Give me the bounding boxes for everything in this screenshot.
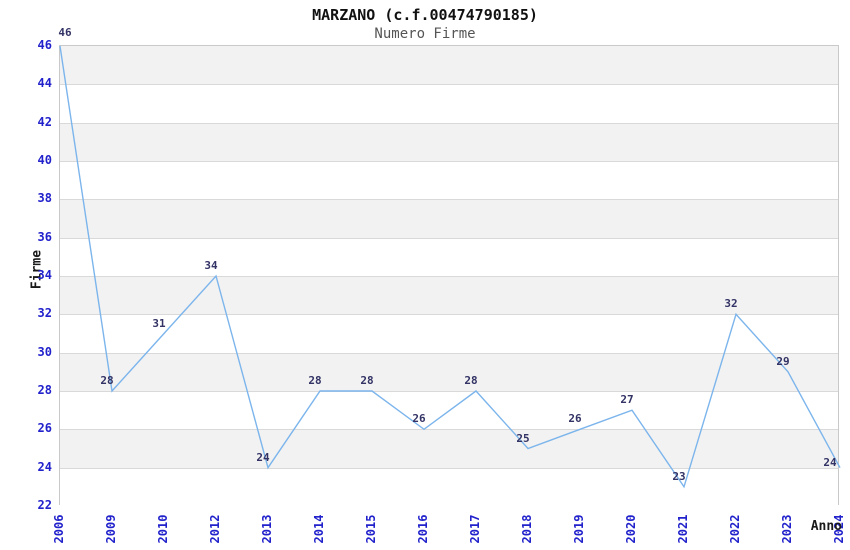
y-tick-label: 34 <box>37 268 52 282</box>
data-point-label: 26 <box>412 412 426 426</box>
x-tick-label: 2019 <box>572 514 586 544</box>
chart-title: MARZANO (c.f.00474790185) <box>312 6 538 24</box>
plot-band <box>60 352 838 391</box>
plot-band <box>60 122 838 161</box>
data-point-label: 24 <box>823 455 837 469</box>
gridline <box>60 391 838 392</box>
y-tick-label: 36 <box>37 229 52 244</box>
x-tick-label: 2010 <box>156 514 170 544</box>
data-point-label: 29 <box>776 354 790 368</box>
y-tick-label: 38 <box>37 191 52 206</box>
x-tick-label: 2012 <box>208 514 222 544</box>
data-point-label: 46 <box>58 26 72 39</box>
gridline <box>60 467 838 469</box>
data-point-label: 31 <box>152 316 166 330</box>
data-point-label: 28 <box>464 374 478 387</box>
plot-band <box>60 467 838 506</box>
gridline <box>60 276 838 277</box>
data-point-label: 28 <box>100 374 114 387</box>
y-tick-label: 30 <box>37 344 52 359</box>
plot-area: 46 28 31 34 24 28 28 26 28 25 26 27 23 32 29 24 <box>58 26 841 506</box>
x-tick-label: 2023 <box>780 514 794 544</box>
y-tick-label: 26 <box>37 421 52 436</box>
plot-band <box>60 46 838 85</box>
data-point-label: 26 <box>568 412 582 426</box>
x-tick-label: 2018 <box>520 514 534 544</box>
y-tick-label: 46 <box>37 38 52 52</box>
plot-band <box>60 276 838 315</box>
gridline <box>60 161 838 162</box>
y-tick-label: 32 <box>37 306 52 321</box>
x-tick-label: 2021 <box>676 514 690 544</box>
gridline <box>60 84 838 86</box>
plot-band <box>60 237 838 276</box>
data-point-label: 28 <box>308 374 322 387</box>
gridline <box>60 429 838 431</box>
data-point-label: 23 <box>672 469 686 483</box>
x-tick-label: 2014 <box>312 514 326 544</box>
firme-line <box>59 45 841 489</box>
data-point-label: 24 <box>256 450 270 464</box>
y-tick-label: 22 <box>37 498 52 512</box>
y-tick-label: 28 <box>37 383 52 397</box>
gridline <box>60 237 838 239</box>
data-point-label: 34 <box>204 259 218 272</box>
x-tick-label: 2013 <box>260 514 274 544</box>
plot-band <box>60 314 838 353</box>
series-line <box>59 45 841 489</box>
x-tick-label: 2022 <box>728 514 742 544</box>
x-axis-title: Anno <box>810 519 842 534</box>
data-point-label: 27 <box>620 393 634 407</box>
data-point-label: 32 <box>724 297 738 311</box>
gridline <box>60 122 838 124</box>
y-tick-label: 24 <box>37 459 52 474</box>
x-tick-label: 2017 <box>468 514 482 544</box>
gridline <box>60 352 838 354</box>
data-point-label: 28 <box>360 374 374 387</box>
y-tick-label: 42 <box>37 114 52 129</box>
plot-band <box>60 429 838 468</box>
plot-band <box>60 161 838 200</box>
y-tick-label: 44 <box>37 76 52 91</box>
x-tick-label: 2015 <box>364 514 378 544</box>
x-tick-label: 2006 <box>52 514 66 544</box>
x-tick-label: 2020 <box>624 514 638 544</box>
plot-band <box>60 199 838 238</box>
gridline <box>60 199 838 201</box>
plot-band <box>60 84 838 123</box>
x-tick-label: 2016 <box>416 514 430 544</box>
data-point-label: 25 <box>516 431 530 445</box>
chart-subtitle: Numero Firme <box>374 26 476 42</box>
gridline <box>60 314 838 316</box>
x-tick-label: 2009 <box>104 514 118 544</box>
y-tick-label: 40 <box>37 153 52 167</box>
